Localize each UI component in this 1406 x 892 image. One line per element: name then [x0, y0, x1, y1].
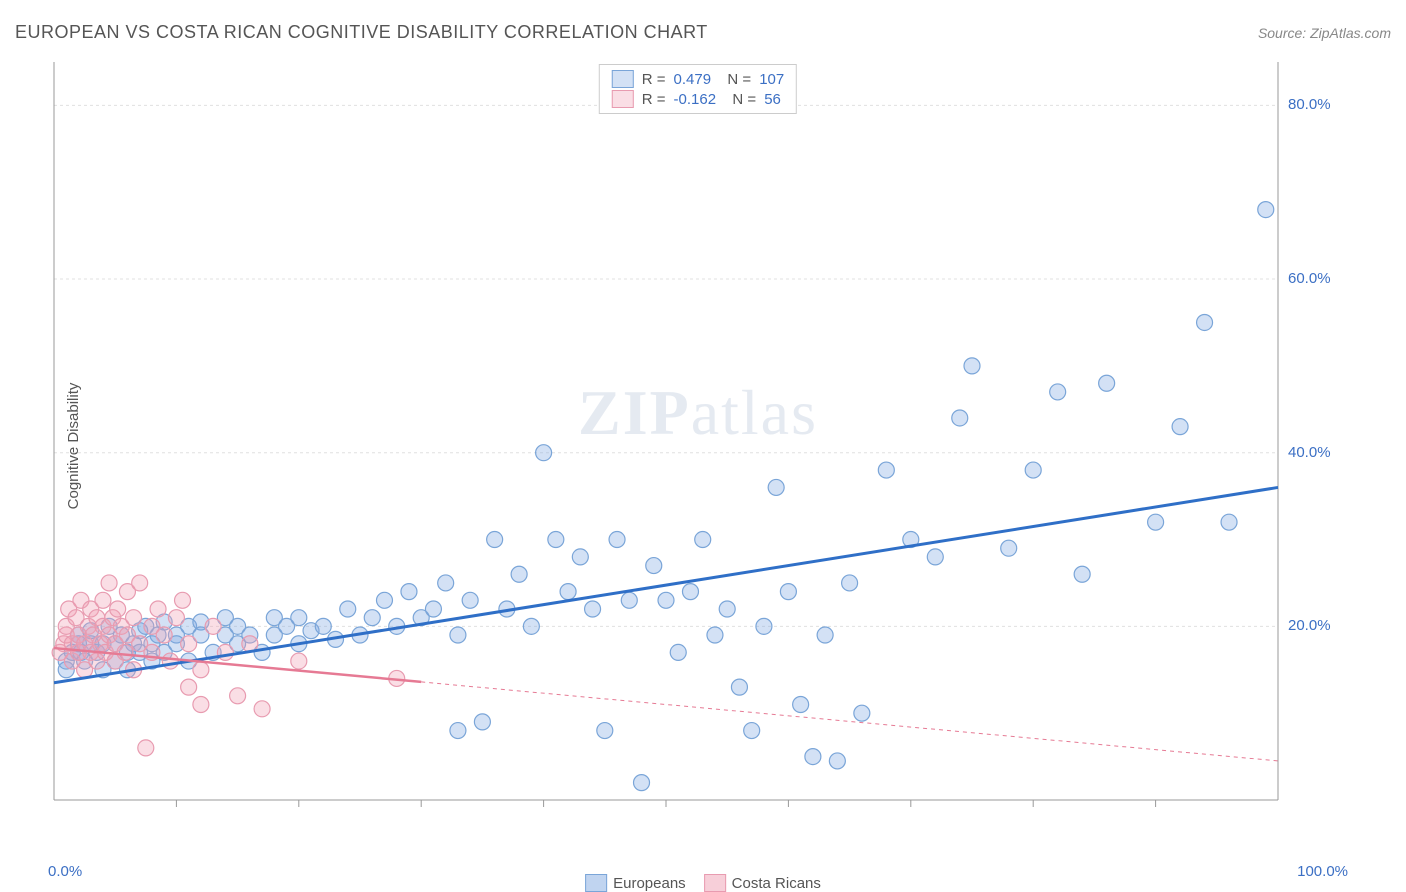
- legend-label: Europeans: [613, 875, 686, 892]
- legend-item-europeans: Europeans: [585, 874, 686, 892]
- x-axis-min: 0.0%: [48, 863, 82, 880]
- y-tick-label: 40.0%: [1288, 444, 1331, 461]
- y-tick-label: 80.0%: [1288, 96, 1331, 113]
- legend-label: Costa Ricans: [732, 875, 821, 892]
- legend-r-label: R =: [642, 91, 666, 108]
- legend-item-costaricans: Costa Ricans: [704, 874, 821, 892]
- legend-swatch-icon: [704, 874, 726, 892]
- legend-swatch-costaricans: [612, 90, 634, 108]
- legend-n-label: N =: [724, 91, 756, 108]
- x-axis-max: 100.0%: [1297, 863, 1348, 880]
- series-legend: Europeans Costa Ricans: [585, 874, 821, 892]
- chart-area: ZIPatlas R = 0.479 N = 107 R = -0.162 N …: [48, 58, 1348, 830]
- legend-n-label: N =: [719, 71, 751, 88]
- legend-swatch-europeans: [612, 70, 634, 88]
- chart-header: EUROPEAN VS COSTA RICAN COGNITIVE DISABI…: [15, 22, 1391, 43]
- correlation-legend: R = 0.479 N = 107 R = -0.162 N = 56: [599, 64, 797, 114]
- legend-n-value-0: 107: [759, 71, 784, 88]
- y-tick-label: 20.0%: [1288, 617, 1331, 634]
- legend-n-value-1: 56: [764, 91, 781, 108]
- legend-r-value-1: -0.162: [674, 91, 717, 108]
- scatter-plot: [48, 58, 1348, 830]
- y-tick-label: 60.0%: [1288, 270, 1331, 287]
- legend-r-label: R =: [642, 71, 666, 88]
- legend-swatch-icon: [585, 874, 607, 892]
- legend-r-value-0: 0.479: [674, 71, 712, 88]
- source-label: Source: ZipAtlas.com: [1258, 25, 1391, 41]
- legend-row-costaricans: R = -0.162 N = 56: [612, 89, 784, 109]
- legend-row-europeans: R = 0.479 N = 107: [612, 69, 784, 89]
- chart-title: EUROPEAN VS COSTA RICAN COGNITIVE DISABI…: [15, 22, 708, 43]
